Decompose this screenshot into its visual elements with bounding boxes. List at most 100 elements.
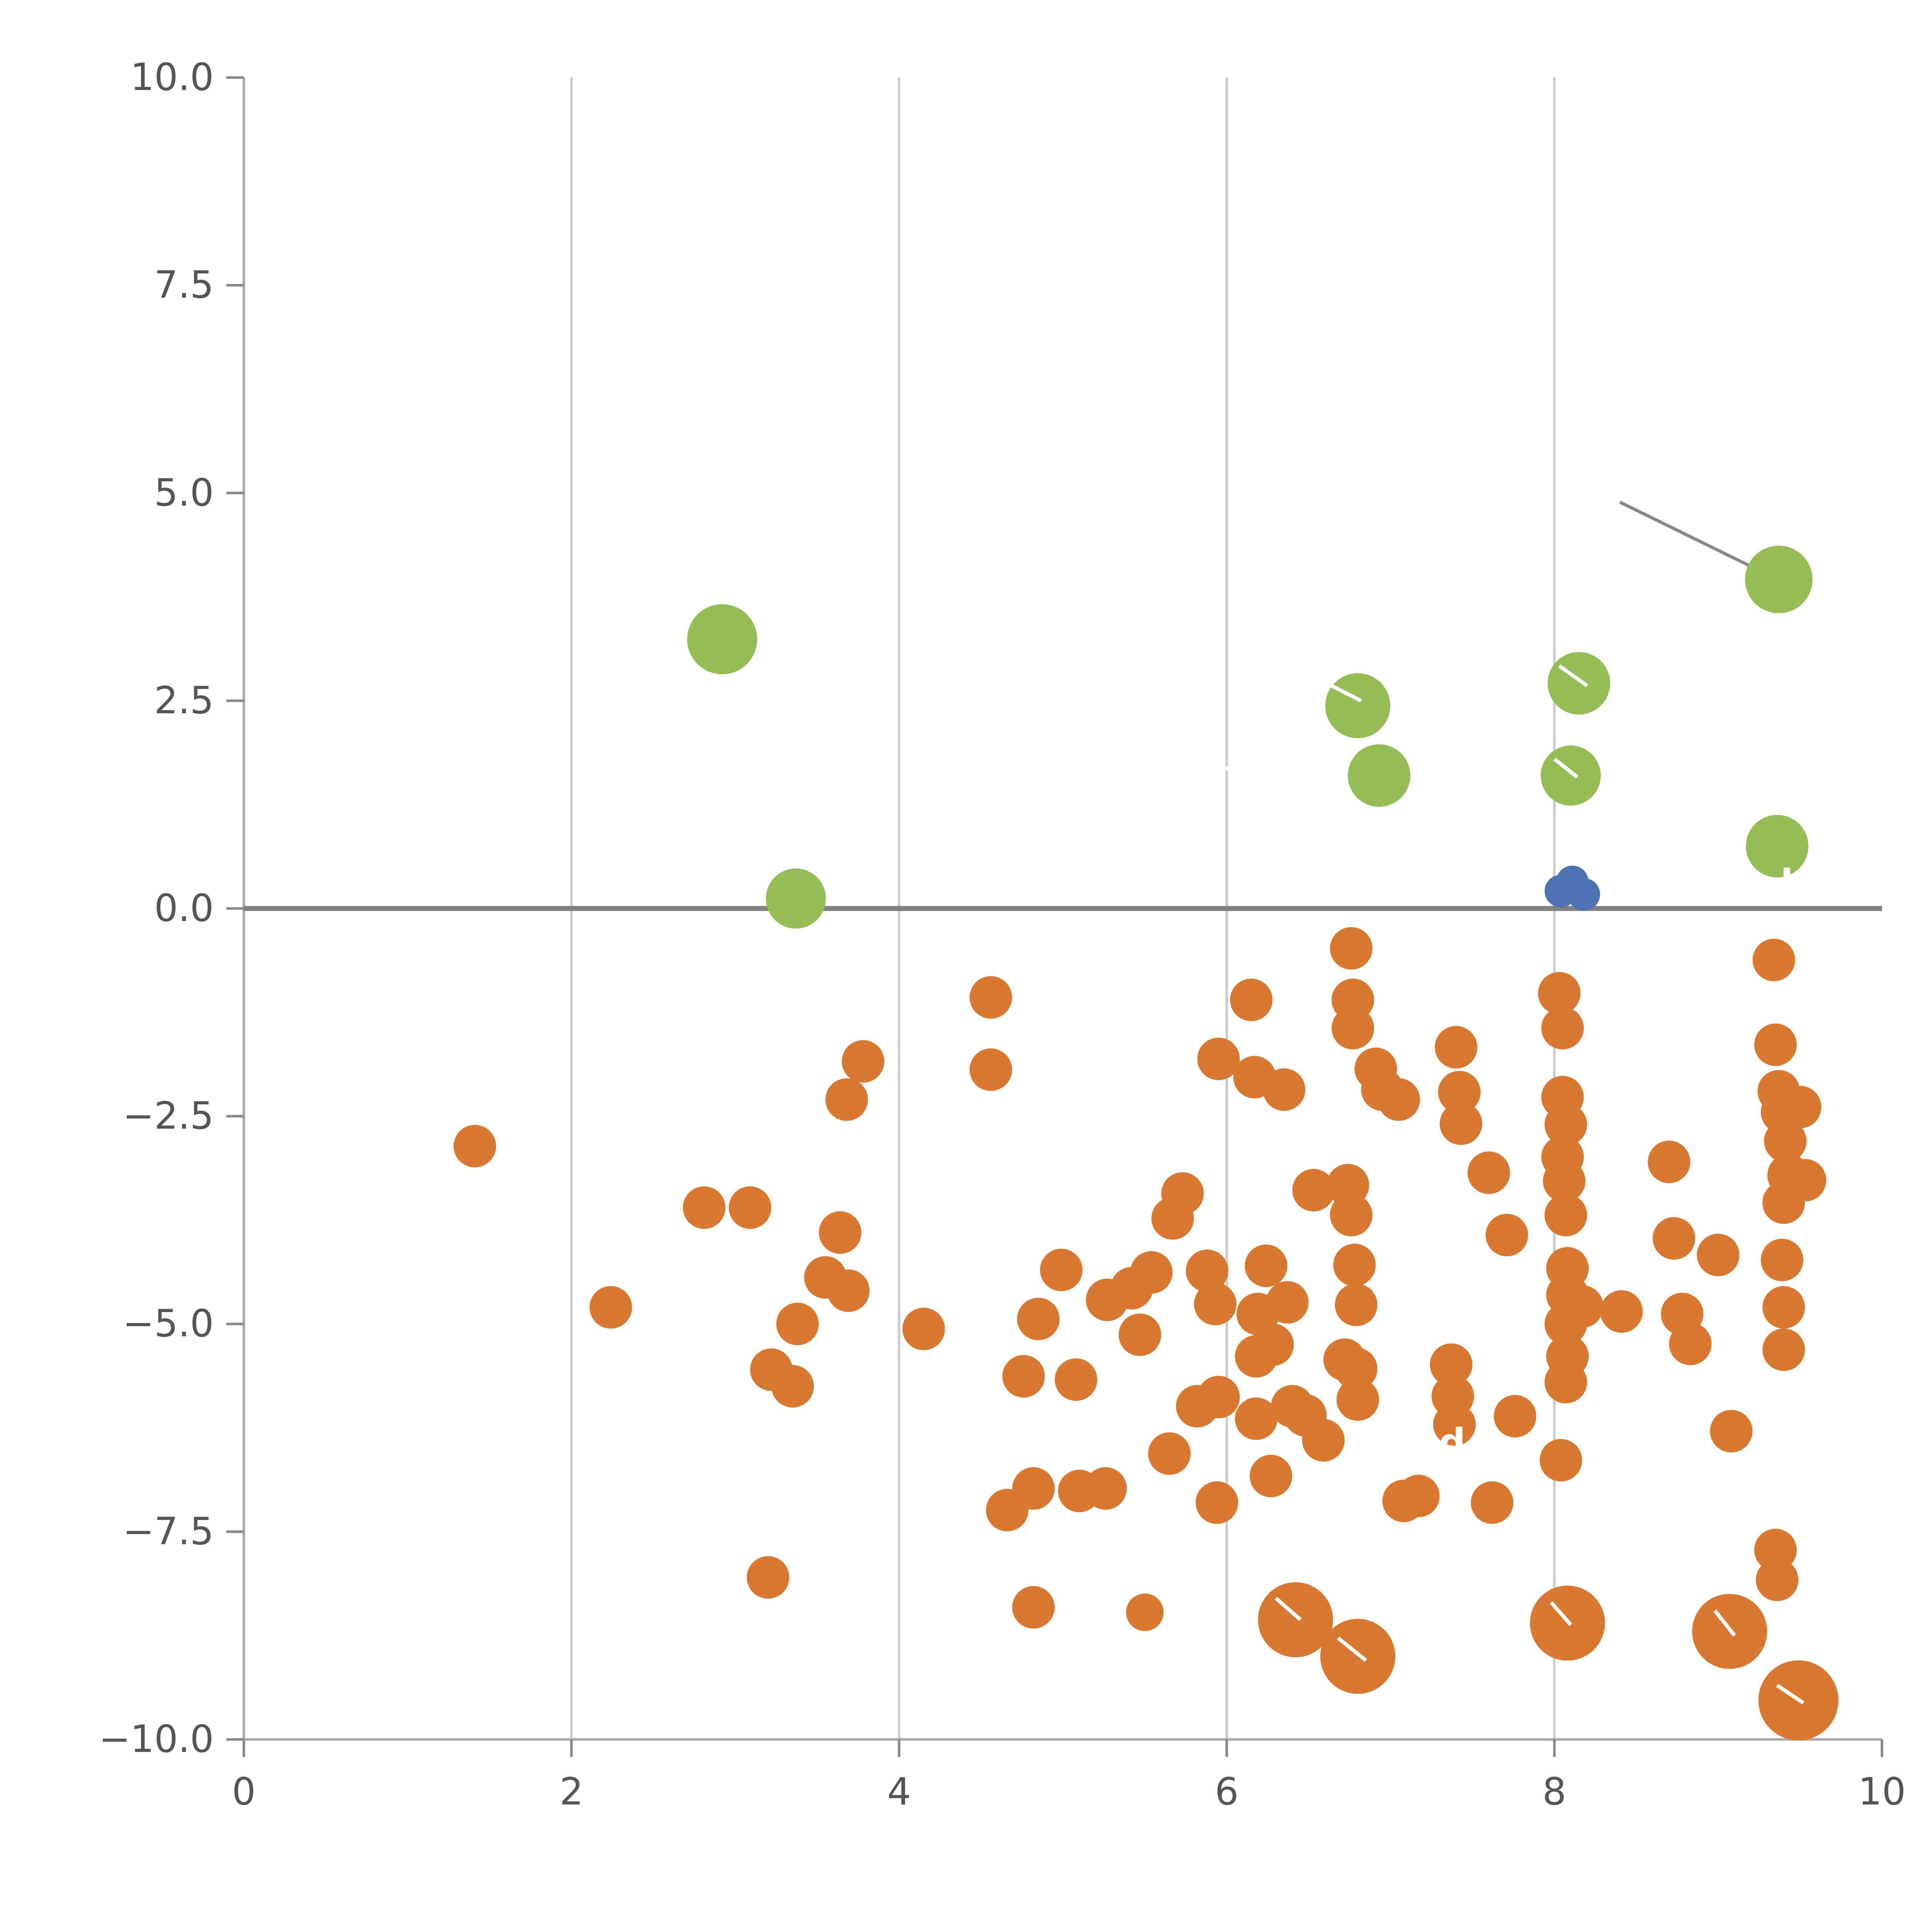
data-point-orange-points xyxy=(1752,939,1795,981)
data-point-orange-points xyxy=(1130,1251,1173,1294)
data-point-orange-points xyxy=(1292,1169,1335,1212)
data-point-orange-points xyxy=(1762,1286,1805,1329)
white-annotation-line xyxy=(1558,664,1588,687)
data-point-orange-points xyxy=(1756,1558,1799,1601)
data-point-orange-points xyxy=(1544,1361,1587,1403)
data-point-orange-points xyxy=(1539,1439,1582,1482)
y-tick-label: 10.0 xyxy=(130,55,214,99)
data-point-orange-points xyxy=(1245,1244,1287,1287)
white-annotation-line xyxy=(1553,757,1579,779)
data-point-orange-points xyxy=(1544,1103,1587,1146)
data-point-orange-points xyxy=(1119,1313,1162,1356)
white-annotation-label: ln xyxy=(1781,861,1820,905)
x-tick-label: 4 xyxy=(887,1770,911,1813)
white-annotation-label: med xyxy=(1374,1420,1466,1464)
data-point-orange-points xyxy=(1784,1159,1827,1202)
data-point-blue-points xyxy=(1567,878,1600,911)
y-tick-label: 7.5 xyxy=(154,263,214,307)
data-point-orange-points xyxy=(1430,1343,1473,1386)
data-point-green-points xyxy=(1548,652,1611,715)
data-point-orange-points xyxy=(1538,972,1581,1015)
data-point-green-points xyxy=(1541,745,1601,806)
white-annotation-line xyxy=(1713,1609,1736,1637)
data-point-orange-points xyxy=(771,1365,814,1408)
data-point-green-points xyxy=(687,604,757,674)
data-point-orange-points xyxy=(842,1040,884,1083)
x-tick-label: 6 xyxy=(1215,1770,1239,1813)
data-point-orange-points xyxy=(1320,1619,1396,1694)
data-point-orange-points xyxy=(1438,1071,1481,1114)
white-annotation-line xyxy=(1223,765,1241,776)
x-tick-label: 0 xyxy=(232,1770,256,1813)
data-point-orange-points xyxy=(1185,1249,1228,1292)
data-point-orange-points xyxy=(1266,1281,1309,1324)
data-point-orange-points xyxy=(819,1211,862,1254)
data-point-green-points xyxy=(1746,815,1809,878)
data-point-orange-points xyxy=(1435,1026,1478,1069)
data-point-orange-points xyxy=(1235,1397,1278,1440)
data-point-orange-points xyxy=(969,976,1012,1019)
y-tick-label: 2.5 xyxy=(154,679,214,722)
data-point-orange-points xyxy=(1335,1283,1378,1326)
data-point-orange-points xyxy=(1779,1086,1821,1129)
white-annotation-line xyxy=(1549,1601,1572,1626)
data-point-orange-points xyxy=(1710,1410,1753,1452)
data-point-orange-points xyxy=(1544,1194,1587,1236)
data-point-orange-points xyxy=(1263,1068,1306,1111)
data-point-orange-points xyxy=(1332,1007,1374,1049)
data-point-orange-points xyxy=(1126,1594,1164,1631)
white-annotation-line xyxy=(1776,1684,1804,1705)
white-annotation-line xyxy=(1337,1636,1367,1662)
y-tick-label: −2.5 xyxy=(123,1094,214,1138)
data-point-orange-points xyxy=(1433,1403,1476,1446)
data-point-orange-points xyxy=(1648,1141,1690,1184)
y-tick-label: 5.0 xyxy=(154,471,214,514)
x-tick-label: 2 xyxy=(560,1770,583,1813)
data-point-orange-points xyxy=(1330,1194,1372,1236)
data-point-orange-points xyxy=(1012,1467,1055,1510)
data-point-green-points xyxy=(1348,744,1410,807)
annotation-leader-line xyxy=(1619,500,1767,575)
data-point-orange-points xyxy=(1302,1419,1345,1462)
y-tick-label: −7.5 xyxy=(123,1509,214,1553)
data-point-green-points xyxy=(766,868,826,929)
data-point-orange-points xyxy=(1471,1481,1514,1524)
data-point-orange-points xyxy=(1760,1238,1803,1281)
y-tick-label: −5.0 xyxy=(123,1302,214,1345)
data-point-orange-points xyxy=(1148,1432,1191,1475)
data-point-orange-points xyxy=(1230,978,1273,1021)
data-point-orange-points xyxy=(1040,1248,1083,1291)
data-point-green-points xyxy=(1745,546,1813,613)
data-point-orange-points xyxy=(1250,1454,1293,1497)
data-point-orange-points xyxy=(1377,1078,1420,1121)
data-point-orange-points xyxy=(1541,1007,1584,1049)
data-point-orange-points xyxy=(747,1556,789,1599)
data-point-orange-points xyxy=(729,1186,772,1229)
data-point-orange-points xyxy=(1336,1378,1379,1421)
x-tick-label: 10 xyxy=(1858,1770,1906,1813)
y-tick-label: 0.0 xyxy=(154,886,214,930)
data-point-orange-points xyxy=(1543,1160,1586,1202)
data-point-orange-points xyxy=(1485,1214,1528,1257)
data-point-orange-points xyxy=(1493,1395,1536,1438)
white-annotation-line xyxy=(1324,680,1362,702)
data-point-orange-points xyxy=(1754,1023,1797,1066)
x-tick-label: 8 xyxy=(1543,1770,1566,1813)
data-points-layer xyxy=(453,546,1838,1741)
data-point-orange-points xyxy=(1333,1243,1376,1286)
data-point-orange-points xyxy=(1561,1285,1604,1328)
data-point-orange-points xyxy=(1012,1586,1055,1629)
data-point-orange-points xyxy=(1017,1298,1060,1340)
white-annotations-layer: ln med xyxy=(1223,664,1820,1705)
data-point-orange-points xyxy=(1330,927,1372,970)
data-point-green-points xyxy=(1325,673,1391,738)
data-point-orange-points xyxy=(1669,1322,1712,1366)
data-point-orange-points xyxy=(969,1048,1012,1091)
data-point-orange-points xyxy=(1196,1481,1238,1524)
leader-line-layer xyxy=(1619,500,1767,575)
data-point-orange-points xyxy=(1764,1120,1807,1163)
data-point-orange-points xyxy=(1468,1151,1510,1194)
data-point-orange-points xyxy=(1084,1467,1127,1510)
